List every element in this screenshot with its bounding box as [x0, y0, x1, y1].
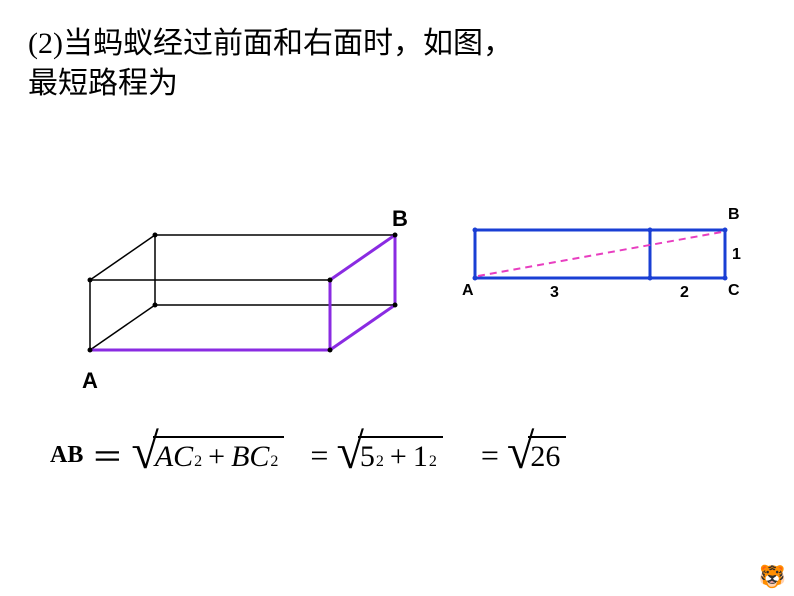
equation-eq2: =: [310, 437, 328, 474]
unfold-label-c: C: [728, 282, 740, 300]
mascot-icon: 🐯: [759, 564, 786, 590]
equation-lhs: AB: [50, 442, 83, 469]
equation-sqrt3: √ 26: [507, 430, 566, 480]
equation-eq1: ＝: [91, 432, 123, 478]
unfold-label-3: 3: [550, 284, 559, 302]
cuboid-label-b: B: [392, 206, 408, 232]
unfold-diagram: [450, 200, 770, 340]
unfold-label-b: B: [728, 206, 740, 224]
title-line-2: 最短路程为: [28, 58, 178, 102]
unfold-label-a: A: [462, 282, 474, 300]
equation-sqrt2: √ 52 + 12: [336, 430, 442, 480]
equation-sqrt1: √ AC2 + BC2: [131, 430, 284, 480]
unfold-label-1: 1: [732, 246, 741, 264]
equation-eq3: =: [481, 437, 499, 474]
unfold-label-2: 2: [680, 284, 689, 302]
equation: AB ＝ √ AC2 + BC2 = √ 52 + 12 = √ 26: [50, 430, 566, 480]
cuboid-label-a: A: [82, 368, 98, 394]
title-line-1: (2)当蚂蚁经过前面和右面时，如图，: [28, 18, 513, 62]
